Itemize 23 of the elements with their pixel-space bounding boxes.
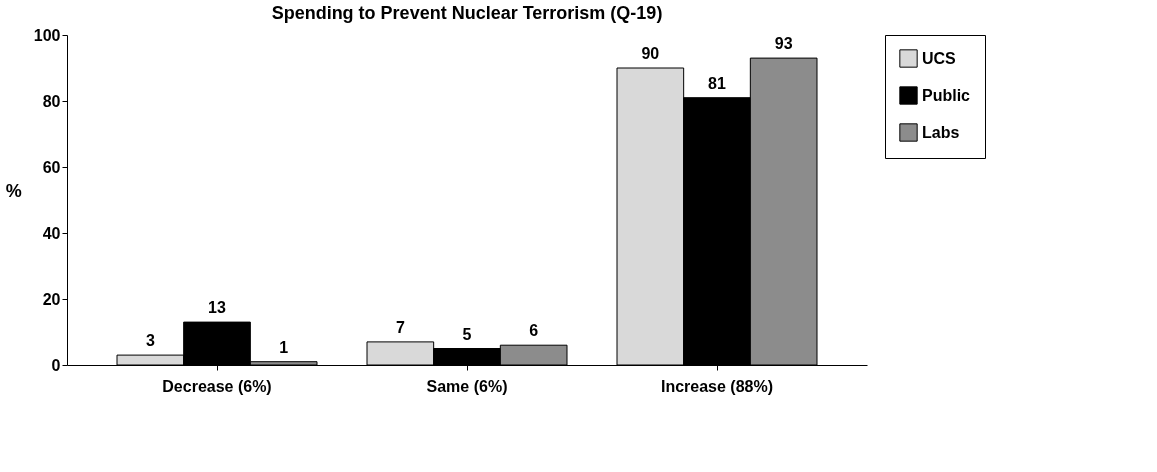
x-tick-label: Increase (88%) — [660, 377, 774, 395]
chart-title: Spending to Prevent Nuclear Terrorism (Q-19) — [271, 3, 663, 23]
y-tick-label: 60 — [42, 158, 61, 176]
y-tick-label: 100 — [33, 26, 61, 44]
data-label: 3 — [145, 332, 155, 350]
y-tick-label: 40 — [42, 224, 61, 242]
x-tick-label: Decrease (6%) — [162, 377, 272, 395]
data-label: 1 — [279, 338, 289, 356]
legend-label: Public — [922, 86, 971, 104]
y-tick-label: 20 — [42, 290, 61, 308]
data-label: 7 — [395, 318, 405, 336]
legend-label: Labs — [922, 123, 960, 141]
data-label: 93 — [774, 35, 793, 53]
data-label: 5 — [462, 325, 472, 343]
data-label: 13 — [208, 299, 226, 317]
y-tick-label: 0 — [51, 356, 61, 374]
y-axis-title: % — [5, 180, 22, 201]
data-label: 81 — [708, 74, 726, 92]
data-label: 90 — [641, 45, 660, 62]
x-tick-label: Same (6%) — [426, 377, 508, 395]
data-label: 6 — [529, 322, 539, 340]
y-tick-label: 80 — [42, 92, 61, 110]
legend-label: UCS — [922, 49, 957, 67]
